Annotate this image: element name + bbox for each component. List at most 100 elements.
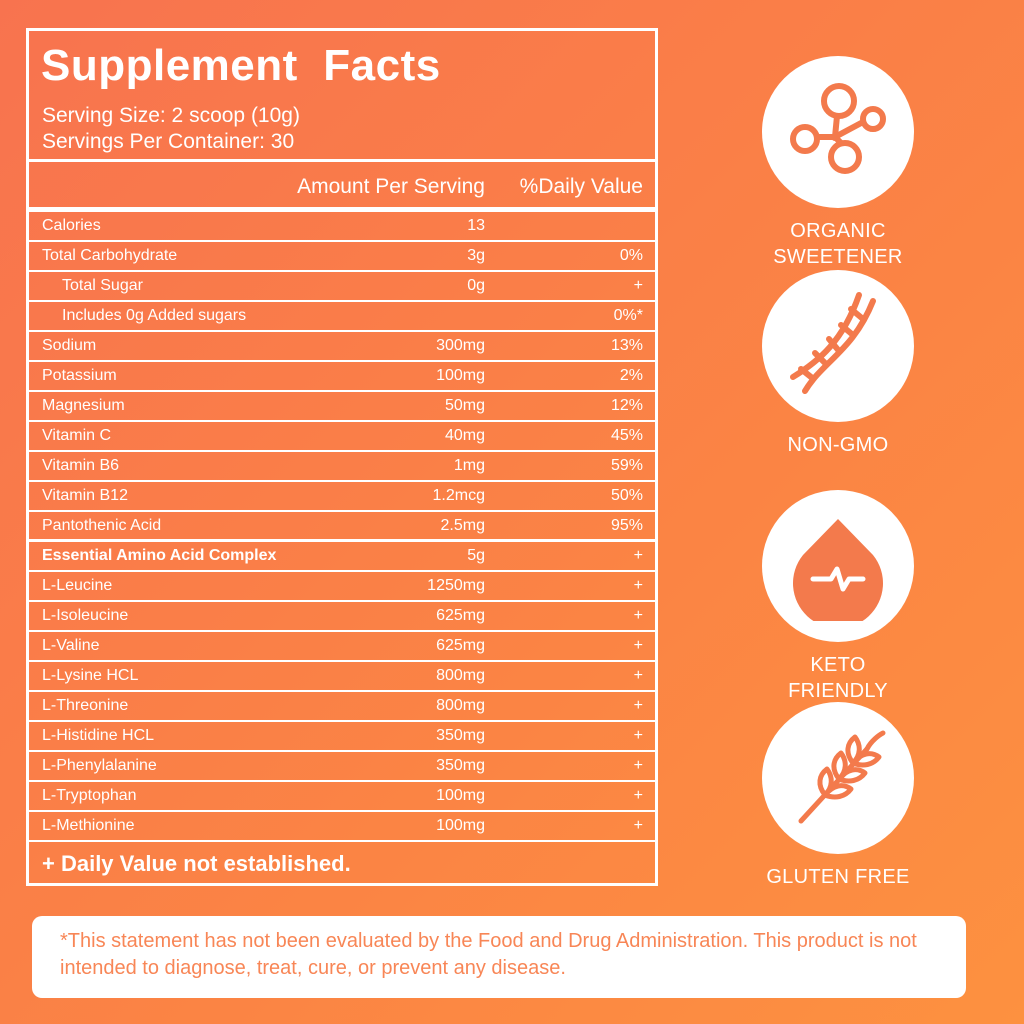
nutrient-name: L-Valine (42, 637, 100, 654)
serving-info: Serving Size: 2 scoop (10g) Servings Per… (42, 103, 300, 155)
nutrient-name: Calories (42, 217, 101, 234)
nutrient-daily-value: + (633, 757, 643, 774)
fda-disclaimer: *This statement has not been evaluated b… (32, 916, 966, 998)
header-amount: Amount Per Serving (297, 175, 485, 198)
nutrient-row: Vitamin C 40mg 45% (29, 422, 655, 452)
badge-circle (762, 270, 914, 422)
nutrient-row: L-Histidine HCL 350mg + (29, 722, 655, 752)
nutrient-name: L-Lysine HCL (42, 667, 139, 684)
badge-gluten-free: GLUTEN FREE (762, 702, 914, 890)
nutrient-name: L-Threonine (42, 697, 129, 714)
nutrient-name: Vitamin B12 (42, 487, 128, 504)
nutrient-row: L-Valine 625mg + (29, 632, 655, 662)
nutrient-amount: 350mg (436, 757, 485, 774)
nutrient-name: L-Leucine (42, 577, 113, 594)
nutrient-row: Sodium 300mg 13% (29, 332, 655, 362)
nutrient-amount: 625mg (436, 607, 485, 624)
nutrient-daily-value: 59% (610, 457, 643, 474)
nutrient-daily-value: + (633, 637, 643, 654)
nutrient-amount: 0g (467, 277, 485, 294)
nutrient-row: L-Lysine HCL 800mg + (29, 662, 655, 692)
nutrient-name: Vitamin B6 (42, 457, 120, 474)
divider-thick (29, 207, 655, 212)
nutrient-name: L-Histidine HCL (42, 727, 155, 744)
divider (29, 159, 655, 162)
nutrient-amount: 5g (467, 547, 485, 564)
nutrient-name: Essential Amino Acid Complex (42, 547, 277, 564)
nutrient-amount: 40mg (444, 427, 485, 444)
header-daily-value: %Daily Value (519, 175, 643, 198)
nutrient-daily-value: + (633, 577, 643, 594)
wheat-icon (798, 730, 886, 824)
nutrient-daily-value: 12% (610, 397, 643, 414)
nutrient-amount: 800mg (436, 697, 485, 714)
nutrient-daily-value: 95% (610, 517, 643, 534)
nutrient-daily-value: + (633, 817, 643, 834)
nutrient-row: L-Phenylalanine 350mg + (29, 752, 655, 782)
nutrient-name: L-Methionine (42, 817, 135, 834)
nutrient-name: Includes 0g Added sugars (62, 307, 247, 324)
nutrient-daily-value: 13% (610, 337, 643, 354)
badge-label: NON-GMO (787, 434, 889, 456)
nutrient-daily-value: + (633, 547, 643, 564)
nutrient-daily-value: 45% (610, 427, 643, 444)
nutrient-amount: 2.5mg (440, 517, 485, 534)
servings-per-container: Servings Per Container: 30 (42, 130, 295, 153)
nutrient-name: L-Tryptophan (42, 787, 137, 804)
nutrient-name: Sodium (42, 337, 97, 354)
nutrient-amount: 13 (467, 217, 485, 234)
nutrient-name: Pantothenic Acid (42, 517, 162, 534)
nutrient-row: Vitamin B12 1.2mcg 50% (29, 482, 655, 512)
nutrient-row: Pantothenic Acid 2.5mg 95% (29, 512, 655, 542)
nutrient-row: Magnesium 50mg 12% (29, 392, 655, 422)
badge-label: ORGANIC SWEETENER (773, 220, 903, 268)
nutrient-daily-value: + (633, 727, 643, 744)
nutrient-row: L-Isoleucine 625mg + (29, 602, 655, 632)
badge-circle (762, 56, 914, 208)
nutrient-amount: 1mg (453, 457, 485, 474)
nutrient-amount: 100mg (436, 367, 485, 384)
nutrient-amount: 1.2mcg (432, 487, 485, 504)
nutrient-row: L-Tryptophan 100mg + (29, 782, 655, 812)
molecule-icon (790, 83, 886, 174)
nutrient-amount: 3g (467, 247, 485, 264)
nutrient-daily-value: + (633, 667, 643, 684)
nutrient-amount: 1250mg (427, 577, 485, 594)
nutrient-row: Total Sugar 0g + (29, 272, 655, 302)
nutrient-daily-value: 0% (619, 247, 643, 264)
nutrient-name: L-Phenylalanine (42, 757, 157, 774)
badge-label: KETO FRIENDLY (788, 654, 888, 702)
nutrient-row: L-Threonine 800mg + (29, 692, 655, 722)
drop-pulse-icon (793, 519, 883, 621)
nutrient-row: Vitamin B6 1mg 59% (29, 452, 655, 482)
nutrient-daily-value: 50% (610, 487, 643, 504)
nutrient-amount: 100mg (436, 817, 485, 834)
nutrient-name: Potassium (42, 367, 117, 384)
nutrient-amount: 100mg (436, 787, 485, 804)
badge-organic-sweetener: ORGANIC SWEETENER (762, 56, 914, 270)
nutrient-row: L-Leucine 1250mg + (29, 572, 655, 602)
badge-circle (762, 490, 914, 642)
badge-keto-friendly: KETO FRIENDLY (762, 490, 914, 704)
nutrient-row: Total Carbohydrate 3g 0% (29, 242, 655, 272)
nutrient-name: Vitamin C (42, 427, 112, 444)
nutrient-row: Calories 13 (29, 212, 655, 242)
nutrient-row: Essential Amino Acid Complex 5g + (29, 542, 655, 572)
nutrient-name: L-Isoleucine (42, 607, 129, 624)
facts-title: Supplement Facts (41, 41, 441, 90)
nutrient-row: Potassium 100mg 2% (29, 362, 655, 392)
nutrient-amount: 300mg (436, 337, 485, 354)
nutrient-daily-value: 0%* (613, 307, 643, 324)
nutrient-amount: 625mg (436, 637, 485, 654)
nutrient-daily-value: + (633, 277, 643, 294)
nutrient-name: Total Sugar (62, 277, 143, 294)
nutrient-row: Includes 0g Added sugars 0%* (29, 302, 655, 332)
daily-value-footnote: + Daily Value not established. (42, 851, 351, 876)
dna-icon (790, 292, 876, 394)
nutrient-daily-value: + (633, 697, 643, 714)
nutrient-daily-value: 2% (619, 367, 643, 384)
badge-non-gmo: NON-GMO (762, 270, 914, 458)
nutrient-amount: 50mg (444, 397, 485, 414)
nutrient-name: Magnesium (42, 397, 125, 414)
serving-size: Serving Size: 2 scoop (10g) (42, 104, 300, 127)
